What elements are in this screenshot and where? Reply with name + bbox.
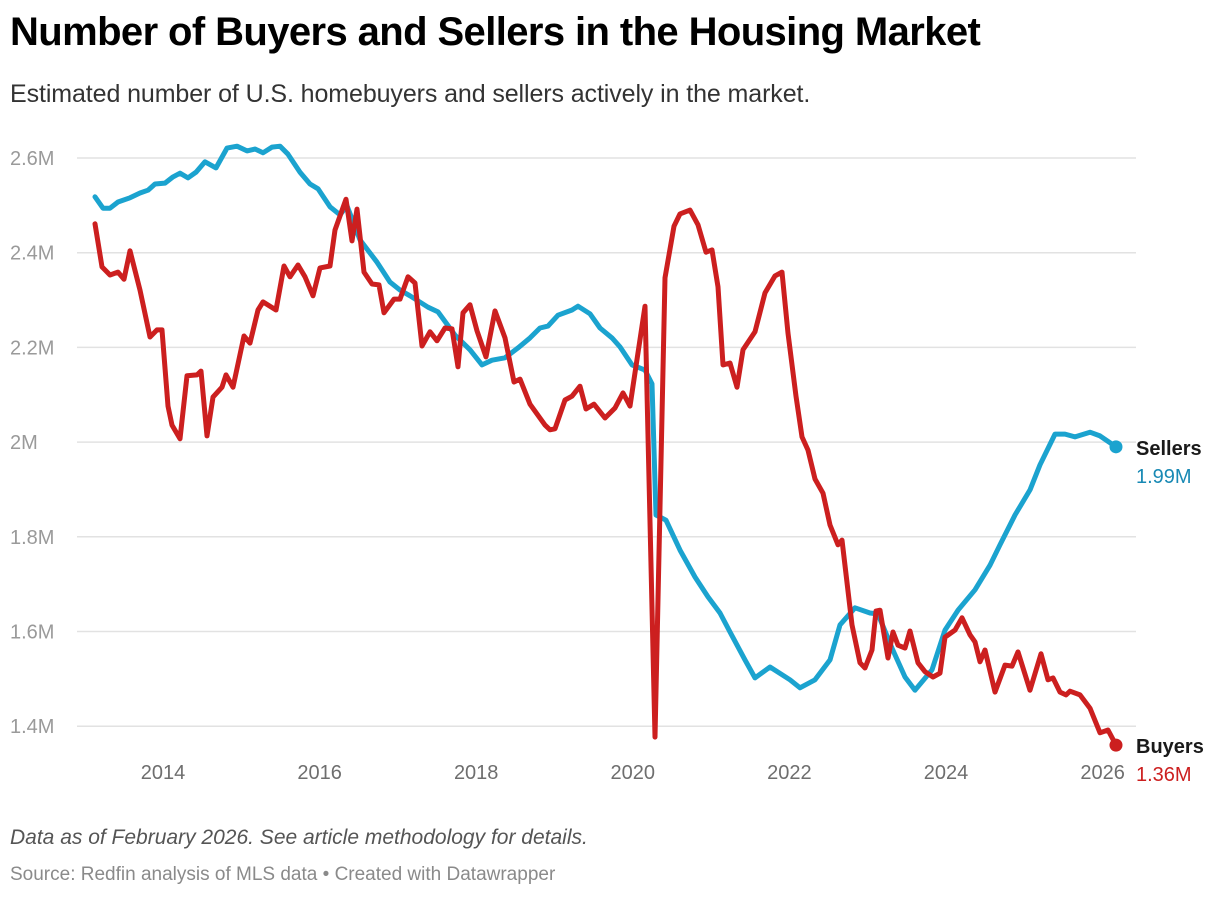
source-line: Source: Redfin analysis of MLS data • Cr… xyxy=(10,864,555,886)
source-prefix: Source: xyxy=(10,864,81,885)
x-axis: 2014 2016 2018 2020 2022 2024 2026 xyxy=(141,762,1125,784)
buyers-line xyxy=(92,196,1119,748)
y-tick-label: 2.4M xyxy=(10,243,54,265)
sellers-end-marker xyxy=(1109,440,1123,454)
y-tick-label: 2.6M xyxy=(10,148,54,170)
gridlines xyxy=(77,157,1136,727)
sellers-label: Sellers xyxy=(1136,438,1202,460)
y-axis: 1.4M 1.6M 1.8M 2M 2.2M 2.4M 2.6M xyxy=(10,148,54,738)
chart-title: Number of Buyers and Sellers in the Hous… xyxy=(10,10,981,54)
x-tick-label: 2014 xyxy=(141,762,186,784)
source-separator: • xyxy=(317,864,335,885)
x-tick-label: 2020 xyxy=(611,762,656,784)
series-group xyxy=(92,143,1123,752)
sellers-line xyxy=(92,143,1119,693)
y-tick-label: 1.8M xyxy=(10,527,54,549)
y-tick-label: 2M xyxy=(10,432,38,454)
footnote: Data as of February 2026. See article me… xyxy=(10,826,588,849)
y-tick-label: 1.4M xyxy=(10,716,54,738)
x-tick-label: 2018 xyxy=(454,762,499,784)
y-tick-label: 1.6M xyxy=(10,622,54,644)
buyers-end-marker xyxy=(1109,738,1123,752)
series-end-labels: Sellers 1.99M Buyers 1.36M xyxy=(1136,438,1204,786)
y-tick-label: 2.2M xyxy=(10,337,54,359)
chart-subtitle: Estimated number of U.S. homebuyers and … xyxy=(10,80,811,108)
x-tick-label: 2024 xyxy=(924,762,969,784)
buyers-value-label: 1.36M xyxy=(1136,764,1192,786)
source-text: Redfin analysis of MLS data xyxy=(80,864,318,885)
credit-link[interactable]: Created with Datawrapper xyxy=(334,864,556,885)
sellers-value-label: 1.99M xyxy=(1136,466,1192,488)
x-tick-label: 2022 xyxy=(767,762,812,784)
x-tick-label: 2026 xyxy=(1080,762,1125,784)
x-tick-label: 2016 xyxy=(297,762,342,784)
buyers-label: Buyers xyxy=(1136,736,1204,758)
